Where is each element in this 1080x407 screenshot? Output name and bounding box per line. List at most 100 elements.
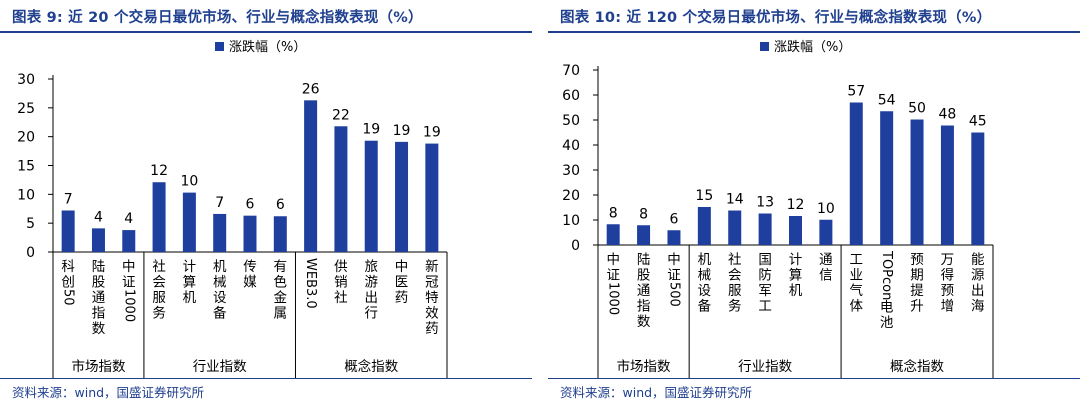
category-label-text: 能	[971, 252, 985, 268]
data-label: 50	[908, 101, 926, 117]
category-label-text: 业	[850, 268, 864, 284]
category-label-text: 出	[364, 290, 378, 306]
category-label-text: 备	[213, 305, 227, 322]
category-label-text: 媒	[243, 275, 257, 291]
legend-label: 涨跌幅（%）	[774, 39, 851, 55]
y-tick-label: 5	[26, 216, 35, 232]
data-label: 26	[302, 81, 320, 97]
category-label-text: 供	[334, 259, 348, 275]
bar	[334, 126, 348, 252]
category-label-text: 传	[243, 259, 257, 275]
category-label-text: 算	[183, 275, 197, 291]
data-label: 6	[246, 197, 255, 213]
group-label: 市场指数	[617, 358, 671, 375]
category-label-text: 中	[395, 259, 409, 275]
category-label-text: 工	[758, 299, 772, 315]
category-label-text: 预	[910, 252, 924, 268]
bar-chart-20-day: 涨跌幅（%）0510152025307科创504陆股通指数4中证100012社会…	[17, 39, 448, 378]
y-tick-label: 30	[562, 163, 580, 179]
bar	[940, 125, 954, 245]
y-tick-label: 15	[17, 159, 35, 175]
group-label: 行业指数	[738, 359, 792, 375]
category-label-text: 行	[364, 306, 378, 322]
y-tick-label: 60	[562, 88, 580, 104]
category-label-text: 陆	[637, 252, 651, 268]
group-label: 概念指数	[344, 358, 398, 375]
category-label-text: 海	[971, 299, 985, 315]
category-label-text: 医	[395, 275, 409, 291]
data-label: 8	[609, 205, 618, 221]
figure-title: 图表 9: 近 20 个交易日最优市场、行业与概念指数表现（%）	[12, 10, 423, 26]
category-label-text: 股	[637, 268, 651, 284]
category-label-text: 期	[910, 268, 924, 284]
title-divider	[0, 31, 532, 33]
data-label: 45	[969, 114, 987, 130]
category-label-text: 色	[274, 274, 288, 291]
category-label-text: 金	[274, 290, 288, 306]
legend-swatch	[760, 42, 769, 51]
bar	[364, 140, 378, 252]
category-label-text: 万	[941, 252, 955, 268]
title-divider	[548, 31, 1080, 33]
data-label: 19	[423, 125, 441, 141]
y-tick-label: 0	[26, 245, 35, 261]
bar-chart-120-day: 涨跌幅（%）0102030405060708中证10008陆股通指数6中证500…	[562, 39, 994, 378]
category-label-text: 证	[667, 268, 681, 284]
category-label-text: WEB3.0	[303, 258, 318, 309]
data-label: 19	[393, 123, 411, 139]
category-label-text: 会	[152, 275, 166, 291]
data-label: 12	[150, 163, 168, 179]
category-label-text: 创	[61, 275, 75, 291]
category-label: 通信	[819, 252, 833, 284]
bar	[697, 207, 711, 245]
category-label-text: 防	[758, 268, 772, 284]
bar	[243, 215, 257, 252]
category-label-text: 务	[152, 306, 166, 322]
y-tick-label: 20	[17, 130, 35, 146]
figure-panel-left: 图表 9: 近 20 个交易日最优市场、行业与概念指数表现（%） 涨跌幅（%） 0…	[0, 0, 532, 407]
category-label: 计算机	[183, 259, 197, 306]
category-label-text: 池	[880, 315, 894, 331]
category-label-text: 出	[971, 283, 985, 299]
category-label-text: 设	[698, 283, 712, 299]
category-label: WEB3.0	[303, 258, 318, 309]
bottom-divider	[548, 378, 1080, 379]
y-tick-label: 25	[17, 101, 35, 117]
category-label-text: 军	[758, 283, 772, 299]
y-tick-label: 10	[17, 187, 35, 203]
data-label: 54	[878, 92, 896, 108]
group-label: 市场指数	[71, 358, 125, 375]
category-label-text: 服	[152, 290, 166, 306]
bar	[819, 219, 833, 245]
bottom-divider	[0, 378, 532, 379]
category-label-text: TOPcon	[879, 250, 894, 300]
category-label: 供销社	[334, 259, 348, 306]
bar	[395, 141, 409, 252]
data-label: 7	[64, 191, 73, 207]
category-label-text: 新	[425, 259, 439, 275]
data-label: 6	[670, 211, 679, 227]
category-label-text: 机	[789, 283, 803, 299]
data-label: 12	[787, 197, 805, 213]
data-label: 7	[215, 195, 224, 211]
category-label-text: 证	[122, 275, 136, 291]
category-label-text: 数	[637, 314, 651, 330]
category-label-text: 1000	[606, 282, 621, 315]
bar	[758, 213, 772, 245]
bar	[789, 216, 802, 245]
category-label-text: 工	[850, 252, 864, 268]
data-label: 4	[94, 209, 103, 225]
bar	[849, 102, 863, 245]
source-note: 资料来源：wind，国盛证券研究所	[560, 385, 753, 400]
category-label-text: 旅	[364, 259, 378, 275]
group-label: 概念指数	[890, 358, 944, 375]
